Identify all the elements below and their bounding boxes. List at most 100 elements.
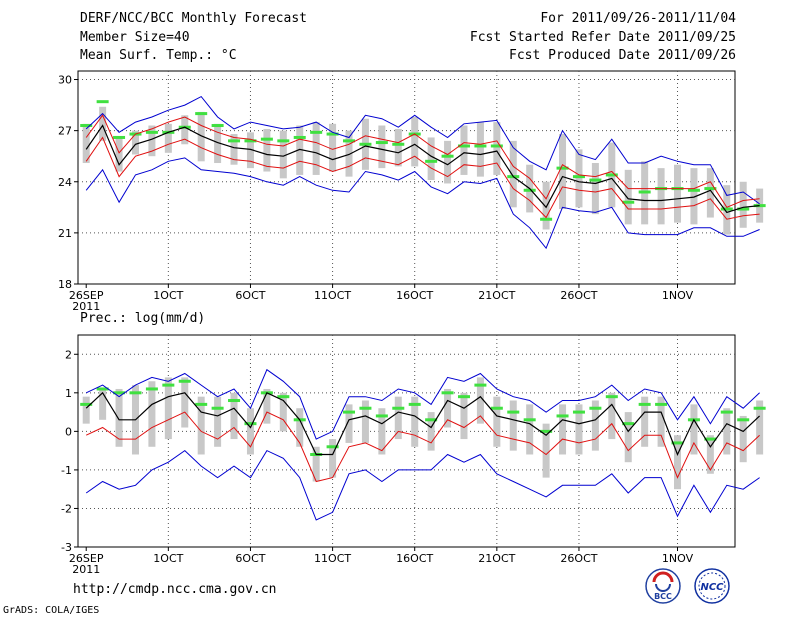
temp-spread-bar bbox=[493, 122, 501, 175]
prec-spread-bar bbox=[723, 408, 731, 455]
prec-member-dash bbox=[162, 383, 175, 387]
prec-spread-bar bbox=[378, 408, 386, 455]
prec-spread-bar bbox=[542, 423, 550, 478]
prec-xtick-label: 6OCT bbox=[235, 552, 265, 565]
temp-member-dash bbox=[720, 207, 733, 211]
temp-envelope-lower-line bbox=[85, 157, 760, 250]
temp-year-label: 2011 bbox=[72, 300, 100, 313]
prec-spread-bar bbox=[526, 404, 534, 455]
temp-member-dash bbox=[277, 139, 290, 143]
prec-member-dash bbox=[737, 418, 750, 422]
temp-spread-bar bbox=[542, 181, 550, 230]
source-url[interactable]: http://cmdp.ncc.cma.gov.cn bbox=[73, 582, 277, 597]
temp-member-dash bbox=[572, 175, 585, 179]
bcc-logo: BCC bbox=[645, 568, 681, 604]
temp-spread-bar bbox=[148, 125, 156, 157]
prec-spread-bar bbox=[624, 412, 632, 463]
temp-xtick-label: 1OCT bbox=[153, 289, 183, 302]
prec-spread-bar bbox=[674, 435, 682, 490]
temp-spread-bar bbox=[214, 123, 222, 164]
prec-member-dash bbox=[720, 410, 733, 414]
prec-spread-bar bbox=[493, 396, 501, 447]
temp-member-dash bbox=[457, 144, 470, 148]
temp-member-dash bbox=[589, 178, 602, 182]
prec-spread-bar bbox=[345, 404, 353, 443]
ncc-logo-text: NCC bbox=[700, 582, 724, 593]
temp-member-dash bbox=[523, 188, 536, 192]
prec-spread-bar bbox=[608, 392, 616, 440]
temp-member-dash bbox=[359, 142, 372, 146]
prec-member-dash bbox=[129, 391, 142, 395]
prec-member-dash bbox=[228, 399, 241, 403]
prec-panel: -3 -2 -1 0 1 2 26SEP 1OCT 6OCT 11OCT 16OCT 21OCT 26O… bbox=[61, 334, 766, 576]
temp-member-dash bbox=[145, 130, 158, 134]
temp-mean-line bbox=[85, 124, 760, 214]
temp-member-dash bbox=[687, 188, 700, 192]
temp-spread-bar bbox=[181, 115, 189, 145]
temp-member-dash bbox=[474, 144, 487, 148]
prec-member-dash bbox=[408, 402, 421, 406]
prec-spread-bar bbox=[296, 408, 304, 447]
prec-member-dash bbox=[490, 406, 503, 410]
temp-member-dash bbox=[310, 130, 323, 134]
prec-spread-bar bbox=[739, 415, 747, 463]
prec-member-dash bbox=[605, 395, 618, 399]
prec-xtick-label: 1NOV bbox=[662, 552, 694, 565]
prec-spread-bar bbox=[361, 400, 369, 443]
temp-member-dash bbox=[753, 204, 766, 208]
prec-spread-bar bbox=[756, 400, 764, 455]
temp-member-dash bbox=[96, 100, 109, 104]
temp-member-dash bbox=[113, 135, 126, 139]
prec-spread-bar bbox=[214, 396, 222, 447]
temp-spread-bar bbox=[345, 130, 353, 177]
temp-spread-bar bbox=[476, 122, 484, 177]
temp-spread-bar bbox=[329, 123, 337, 172]
temp-member-dash bbox=[211, 124, 224, 128]
temp-ytick-label: 18 bbox=[58, 278, 72, 291]
prec-member-dash bbox=[704, 437, 717, 441]
prec-spread-bar bbox=[263, 388, 271, 424]
temp-spread-bar bbox=[131, 130, 139, 155]
temp-spread-bar bbox=[82, 123, 90, 164]
prec-member-dash bbox=[589, 406, 602, 410]
prec-ytick-label: 2 bbox=[65, 348, 72, 361]
prec-member-dash bbox=[474, 383, 487, 387]
prec-spread-bar bbox=[476, 377, 484, 424]
prec-spread-bar bbox=[312, 446, 320, 482]
temp-member-dash bbox=[556, 166, 569, 170]
prec-xtick-label: 26OCT bbox=[560, 552, 597, 565]
prec-xtick-label: 21OCT bbox=[478, 552, 515, 565]
temp-member-dash bbox=[195, 112, 208, 116]
temp-member-dash bbox=[244, 139, 257, 143]
temp-frame bbox=[77, 70, 736, 285]
temp-red-upper-line bbox=[85, 114, 760, 208]
temp-member-dash bbox=[704, 187, 717, 191]
temp-member-dash bbox=[228, 139, 241, 143]
temp-spread-bar bbox=[230, 134, 238, 165]
refer-date: Fcst Started Refer Date 2011/09/25 bbox=[469, 30, 736, 45]
prec-member-dash bbox=[359, 406, 372, 410]
temp-spread-bar bbox=[624, 169, 632, 225]
temp-xtick-label: 1NOV bbox=[662, 289, 694, 302]
prec-member-dash bbox=[178, 379, 191, 383]
temp-spread-bar bbox=[509, 140, 517, 208]
grads-credit: GrADS: COLA/IGES bbox=[3, 605, 100, 616]
prec-envelope-lower-line bbox=[85, 449, 760, 521]
prec-member-dash bbox=[572, 410, 585, 414]
temp-xtick-label: 11OCT bbox=[314, 289, 351, 302]
prec-spread-bar bbox=[82, 396, 90, 424]
prec-member-dash bbox=[211, 406, 224, 410]
temp-spread-bar bbox=[246, 132, 254, 169]
temp-member-dash bbox=[490, 144, 503, 148]
prec-ytick-label: -1 bbox=[61, 464, 72, 477]
temp-member-dash bbox=[375, 141, 388, 145]
temp-member-dash bbox=[293, 135, 306, 139]
prec-spread-bar bbox=[706, 435, 714, 474]
variable-label: Mean Surf. Temp.: °C bbox=[80, 48, 237, 63]
prec-member-dash bbox=[113, 391, 126, 395]
prec-member-dash bbox=[326, 445, 339, 449]
temp-spread-bar bbox=[706, 168, 714, 218]
temp-member-dash bbox=[605, 173, 618, 177]
prec-spread-bar bbox=[690, 404, 698, 455]
